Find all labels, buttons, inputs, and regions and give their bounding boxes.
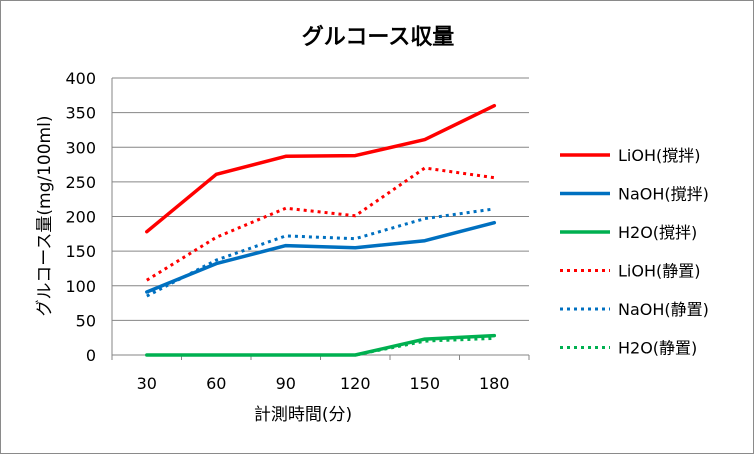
series-layer xyxy=(145,103,497,357)
y-tick-label: 150 xyxy=(65,242,96,261)
legend-label: NaOH(静置) xyxy=(618,300,709,319)
tick-labels: 0 50 100 150 200 250 300 350 400 30 60 90 120 150 180 xyxy=(65,69,509,393)
y-tick-label: 300 xyxy=(65,138,96,157)
series-line-6 xyxy=(146,336,495,357)
y-tick-label: 50 xyxy=(76,311,96,330)
legend-label: NaOH(撹拌) xyxy=(618,185,709,204)
legend: LiOH(撹拌) NaOH(撹拌) H2O(撹拌) LiOH(静置) NaOH(静置) H… xyxy=(560,146,709,358)
y-axis-title: グルコース量(mg/100ml) xyxy=(35,116,55,317)
series-line-5 xyxy=(146,207,495,298)
gridlines xyxy=(112,77,529,321)
legend-label: H2O(撹拌) xyxy=(618,223,697,242)
x-tick-label: 60 xyxy=(206,374,226,393)
x-tick-label: 120 xyxy=(340,374,371,393)
series-line-4 xyxy=(146,166,495,282)
y-tick-label: 350 xyxy=(65,104,96,123)
y-tick-label: 250 xyxy=(65,173,96,192)
y-tick-label: 0 xyxy=(86,346,96,365)
chart-title: グルコース収量 xyxy=(302,24,454,50)
legend-label: H2O(静置) xyxy=(618,339,697,358)
x-axis-title: 計測時間(分) xyxy=(254,405,352,425)
x-tick-label: 150 xyxy=(409,374,440,393)
series-line-2 xyxy=(145,220,497,294)
y-tick-label: 400 xyxy=(65,69,96,88)
series-line-3 xyxy=(145,333,497,357)
legend-label: LiOH(撹拌) xyxy=(618,146,700,165)
x-tick-label: 30 xyxy=(137,374,157,393)
y-tick-label: 200 xyxy=(65,208,96,227)
series-line-1 xyxy=(145,103,497,234)
x-tick-label: 180 xyxy=(479,374,510,393)
legend-label: LiOH(静置) xyxy=(618,262,700,281)
x-tick-label: 90 xyxy=(276,374,296,393)
y-tick-label: 100 xyxy=(65,277,96,296)
